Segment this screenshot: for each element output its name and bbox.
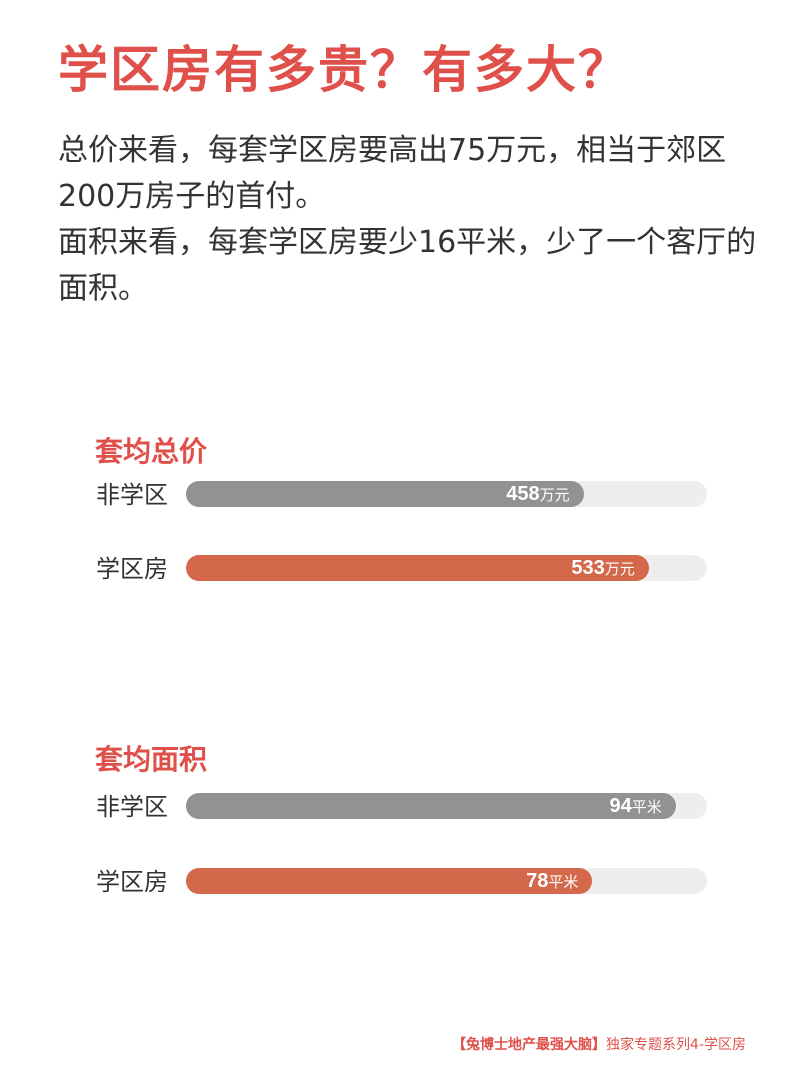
- price-unit-non-school: 万元: [539, 486, 570, 504]
- price-value-label-school: 533万元: [571, 555, 634, 581]
- price-value-label-non-school: 458万元: [506, 481, 569, 507]
- area-unit-non-school: 平米: [631, 798, 662, 816]
- intro-paragraph-price: 总价来看，每套学区房要高出75万元，相当于郊区200万房子的首付。: [58, 133, 727, 214]
- price-track-school: 533万元: [186, 555, 707, 581]
- area-row-non-school: 非学区 94平米: [0, 790, 800, 821]
- footer-series: 独家专题系列4-学区房: [606, 1037, 746, 1053]
- price-bar-non-school: 458万元: [186, 481, 584, 507]
- price-track-non-school: 458万元: [186, 481, 707, 507]
- area-track-school: 78平米: [186, 868, 707, 894]
- area-value-label-non-school: 94平米: [609, 793, 661, 819]
- price-chart-title: 套均总价: [95, 435, 208, 468]
- price-label-non-school: 非学区: [96, 481, 168, 509]
- price-value-non-school: 458: [506, 483, 540, 505]
- price-row-non-school: 非学区 458万元: [0, 478, 800, 509]
- area-value-school: 78: [526, 870, 549, 892]
- intro-paragraph-area: 面积来看，每套学区房要少16平米，少了一个客厅的面积。: [58, 225, 757, 306]
- price-unit-school: 万元: [604, 560, 635, 578]
- area-label-non-school: 非学区: [96, 793, 168, 821]
- area-bar-school: 78平米: [186, 868, 593, 894]
- footer-credit: 【兔博士地产最强大脑】独家专题系列4-学区房: [452, 1034, 746, 1054]
- area-chart-title: 套均面积: [95, 743, 208, 776]
- area-unit-school: 平米: [548, 873, 579, 891]
- price-bar-school: 533万元: [186, 555, 649, 581]
- page-title: 学区房有多贵？有多大？: [58, 41, 630, 99]
- price-label-school: 学区房: [96, 555, 168, 583]
- area-bar-non-school: 94平米: [186, 793, 676, 819]
- area-label-school: 学区房: [96, 868, 168, 896]
- price-row-school: 学区房 533万元: [0, 552, 800, 583]
- price-value-school: 533: [571, 557, 605, 579]
- footer-brand: 【兔博士地产最强大脑】: [452, 1037, 607, 1053]
- area-value-label-school: 78平米: [526, 868, 578, 894]
- area-value-non-school: 94: [609, 795, 632, 817]
- area-track-non-school: 94平米: [186, 793, 707, 819]
- area-row-school: 学区房 78平米: [0, 865, 800, 896]
- intro-text: 总价来看，每套学区房要高出75万元，相当于郊区200万房子的首付。 面积来看，每…: [58, 128, 758, 312]
